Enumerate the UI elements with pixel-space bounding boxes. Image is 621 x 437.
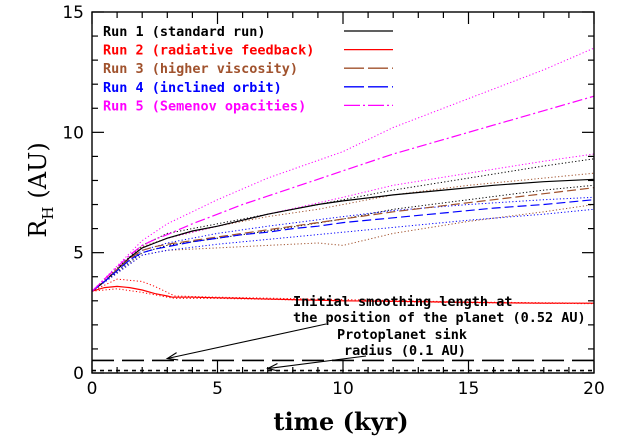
svg-text:RH(AU): RH (AU): [24, 142, 57, 237]
arrowhead-icon: [165, 352, 179, 361]
x-tick-label: 10: [332, 379, 354, 399]
series-line: [91, 178, 595, 292]
annotation-arrow: [267, 355, 367, 370]
envelope-line: [91, 204, 595, 292]
x-tick-label: 15: [458, 379, 480, 399]
envelope-line: [91, 47, 595, 292]
envelope-line: [91, 208, 595, 292]
series-lines: [91, 95, 595, 304]
envelope-line: [91, 158, 595, 292]
y-axis-label: RH (AU): [24, 142, 57, 237]
series-line: [91, 95, 595, 292]
annotation-text: radius (0.1 AU): [344, 343, 466, 359]
envelope-line: [91, 278, 595, 304]
envelope-line: [91, 153, 595, 292]
y-axis-label-unit: (AU): [24, 142, 52, 198]
envelope-line: [91, 184, 595, 292]
y-axis-label-main: R: [24, 219, 52, 238]
x-tick-label: 20: [583, 379, 605, 399]
y-tick-label: 5: [73, 244, 84, 264]
legend-label: Run 5 (Semenov opacities): [103, 98, 306, 114]
y-tick-label: 15: [62, 3, 84, 23]
tick-labels: 0 5 10 15 20 0 5 10 15: [62, 3, 604, 399]
axis-ticks: [91, 11, 595, 374]
series-line: [91, 187, 595, 292]
series-line: [91, 199, 595, 292]
legend-label: Run 3 (higher viscosity): [103, 61, 298, 77]
x-axis-label: time (kyr): [273, 407, 408, 436]
arrowhead-icon: [266, 363, 279, 372]
y-tick-label: 10: [62, 123, 84, 143]
x-tick-label: 5: [212, 379, 223, 399]
annotation-text: the position of the planet (0.52 AU): [293, 310, 586, 326]
legend-label: Run 4 (inclined orbit): [103, 80, 282, 96]
legend-label: Run 1 (standard run): [103, 24, 266, 40]
y-tick-label: 0: [73, 364, 84, 384]
envelope-line: [91, 288, 595, 305]
y-axis-label-subscript: H: [39, 207, 57, 220]
legend: Run 1 (standard run) Run 2 (radiative fee…: [103, 24, 393, 114]
annotation-arrow: [167, 323, 327, 360]
legend-label: Run 2 (radiative feedback): [103, 43, 314, 59]
envelope-line: [91, 196, 595, 292]
x-tick-label: 0: [87, 379, 98, 399]
annotation-text: Initial smoothing length at: [293, 294, 512, 310]
series-line: [91, 285, 594, 304]
annotation-text: Protoplanet sink: [337, 327, 467, 343]
envelope-line: [91, 172, 595, 292]
